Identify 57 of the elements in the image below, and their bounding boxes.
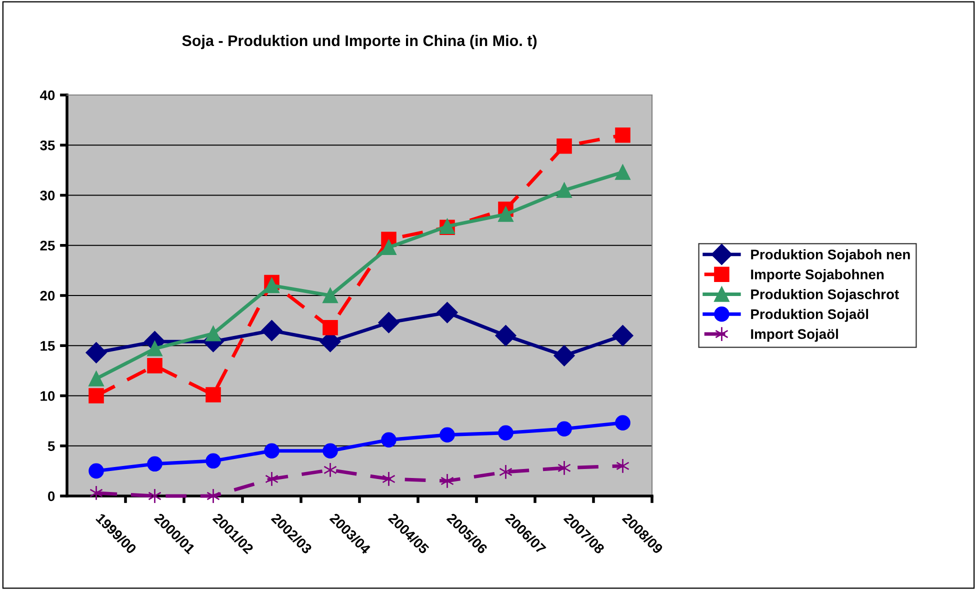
point — [264, 443, 280, 459]
point — [616, 458, 630, 474]
point — [261, 320, 282, 342]
y-tick-label: 15 — [40, 341, 55, 351]
point — [90, 485, 103, 501]
point — [440, 427, 455, 442]
legend-label: Produktion Sojaschrot — [751, 289, 899, 302]
point — [206, 387, 221, 402]
point — [615, 164, 630, 180]
point — [147, 340, 162, 356]
y-tick-label: 0 — [48, 491, 55, 502]
point — [499, 464, 512, 480]
point — [436, 302, 458, 324]
point — [556, 138, 572, 154]
point — [378, 312, 400, 334]
legend-label: Produktion Sojaöl — [751, 308, 868, 322]
y-tick-label: 20 — [40, 290, 55, 301]
point — [265, 471, 278, 487]
point — [556, 182, 572, 198]
point — [148, 488, 162, 504]
point — [381, 240, 396, 256]
point — [615, 127, 630, 143]
legend-label: Import Sojaöl — [751, 328, 838, 342]
point — [382, 471, 396, 487]
point — [86, 342, 107, 364]
point — [554, 345, 575, 366]
point — [440, 473, 454, 489]
point — [324, 462, 337, 478]
y-tick-label: 35 — [40, 140, 55, 150]
chart-title: Soja - Produktion und Importe in China (in Mio. t) — [182, 34, 537, 50]
point — [322, 443, 338, 459]
point — [322, 320, 338, 336]
point — [615, 415, 630, 430]
point — [612, 325, 634, 346]
y-tick-label: 30 — [40, 190, 55, 200]
legend-label: Produktion Sojaboh nen — [751, 249, 910, 262]
y-tick-label: 25 — [40, 240, 55, 251]
point — [264, 278, 280, 294]
point — [206, 326, 221, 342]
point — [381, 432, 396, 448]
y-tick-label: 40 — [40, 90, 55, 100]
point — [498, 206, 514, 222]
point — [147, 358, 162, 374]
point — [206, 488, 220, 504]
point — [322, 288, 338, 304]
legend-label: Importe Sojabohnen — [751, 269, 884, 282]
point — [88, 371, 104, 386]
point — [206, 453, 221, 469]
point — [498, 425, 514, 440]
point — [88, 463, 104, 479]
y-tick-label: 5 — [48, 441, 55, 452]
point — [88, 388, 104, 404]
point — [556, 421, 572, 436]
point — [147, 456, 162, 472]
point — [495, 325, 516, 346]
point — [558, 460, 571, 476]
y-tick-label: 10 — [40, 391, 55, 401]
